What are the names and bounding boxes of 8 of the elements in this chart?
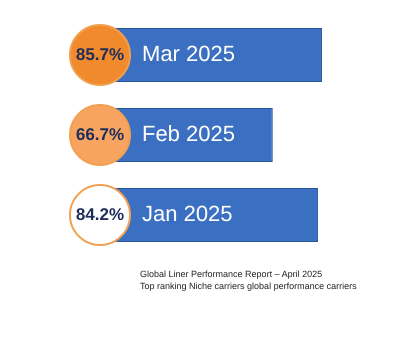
y-tick-label: Feb 2025 [142,121,235,146]
y-tick-label: Jan 2025 [142,201,233,226]
circle-badge: 66.7% [69,104,131,166]
text: Top ranking Niche carriers global performance carriers [140,280,357,292]
y-tick-label: Mar 2025 [142,41,235,66]
circle-badge: 84.2% [69,184,131,246]
circle-badge: 85.7% [69,24,131,86]
text: Global Liner Performance Report – April 2025 [140,268,324,280]
